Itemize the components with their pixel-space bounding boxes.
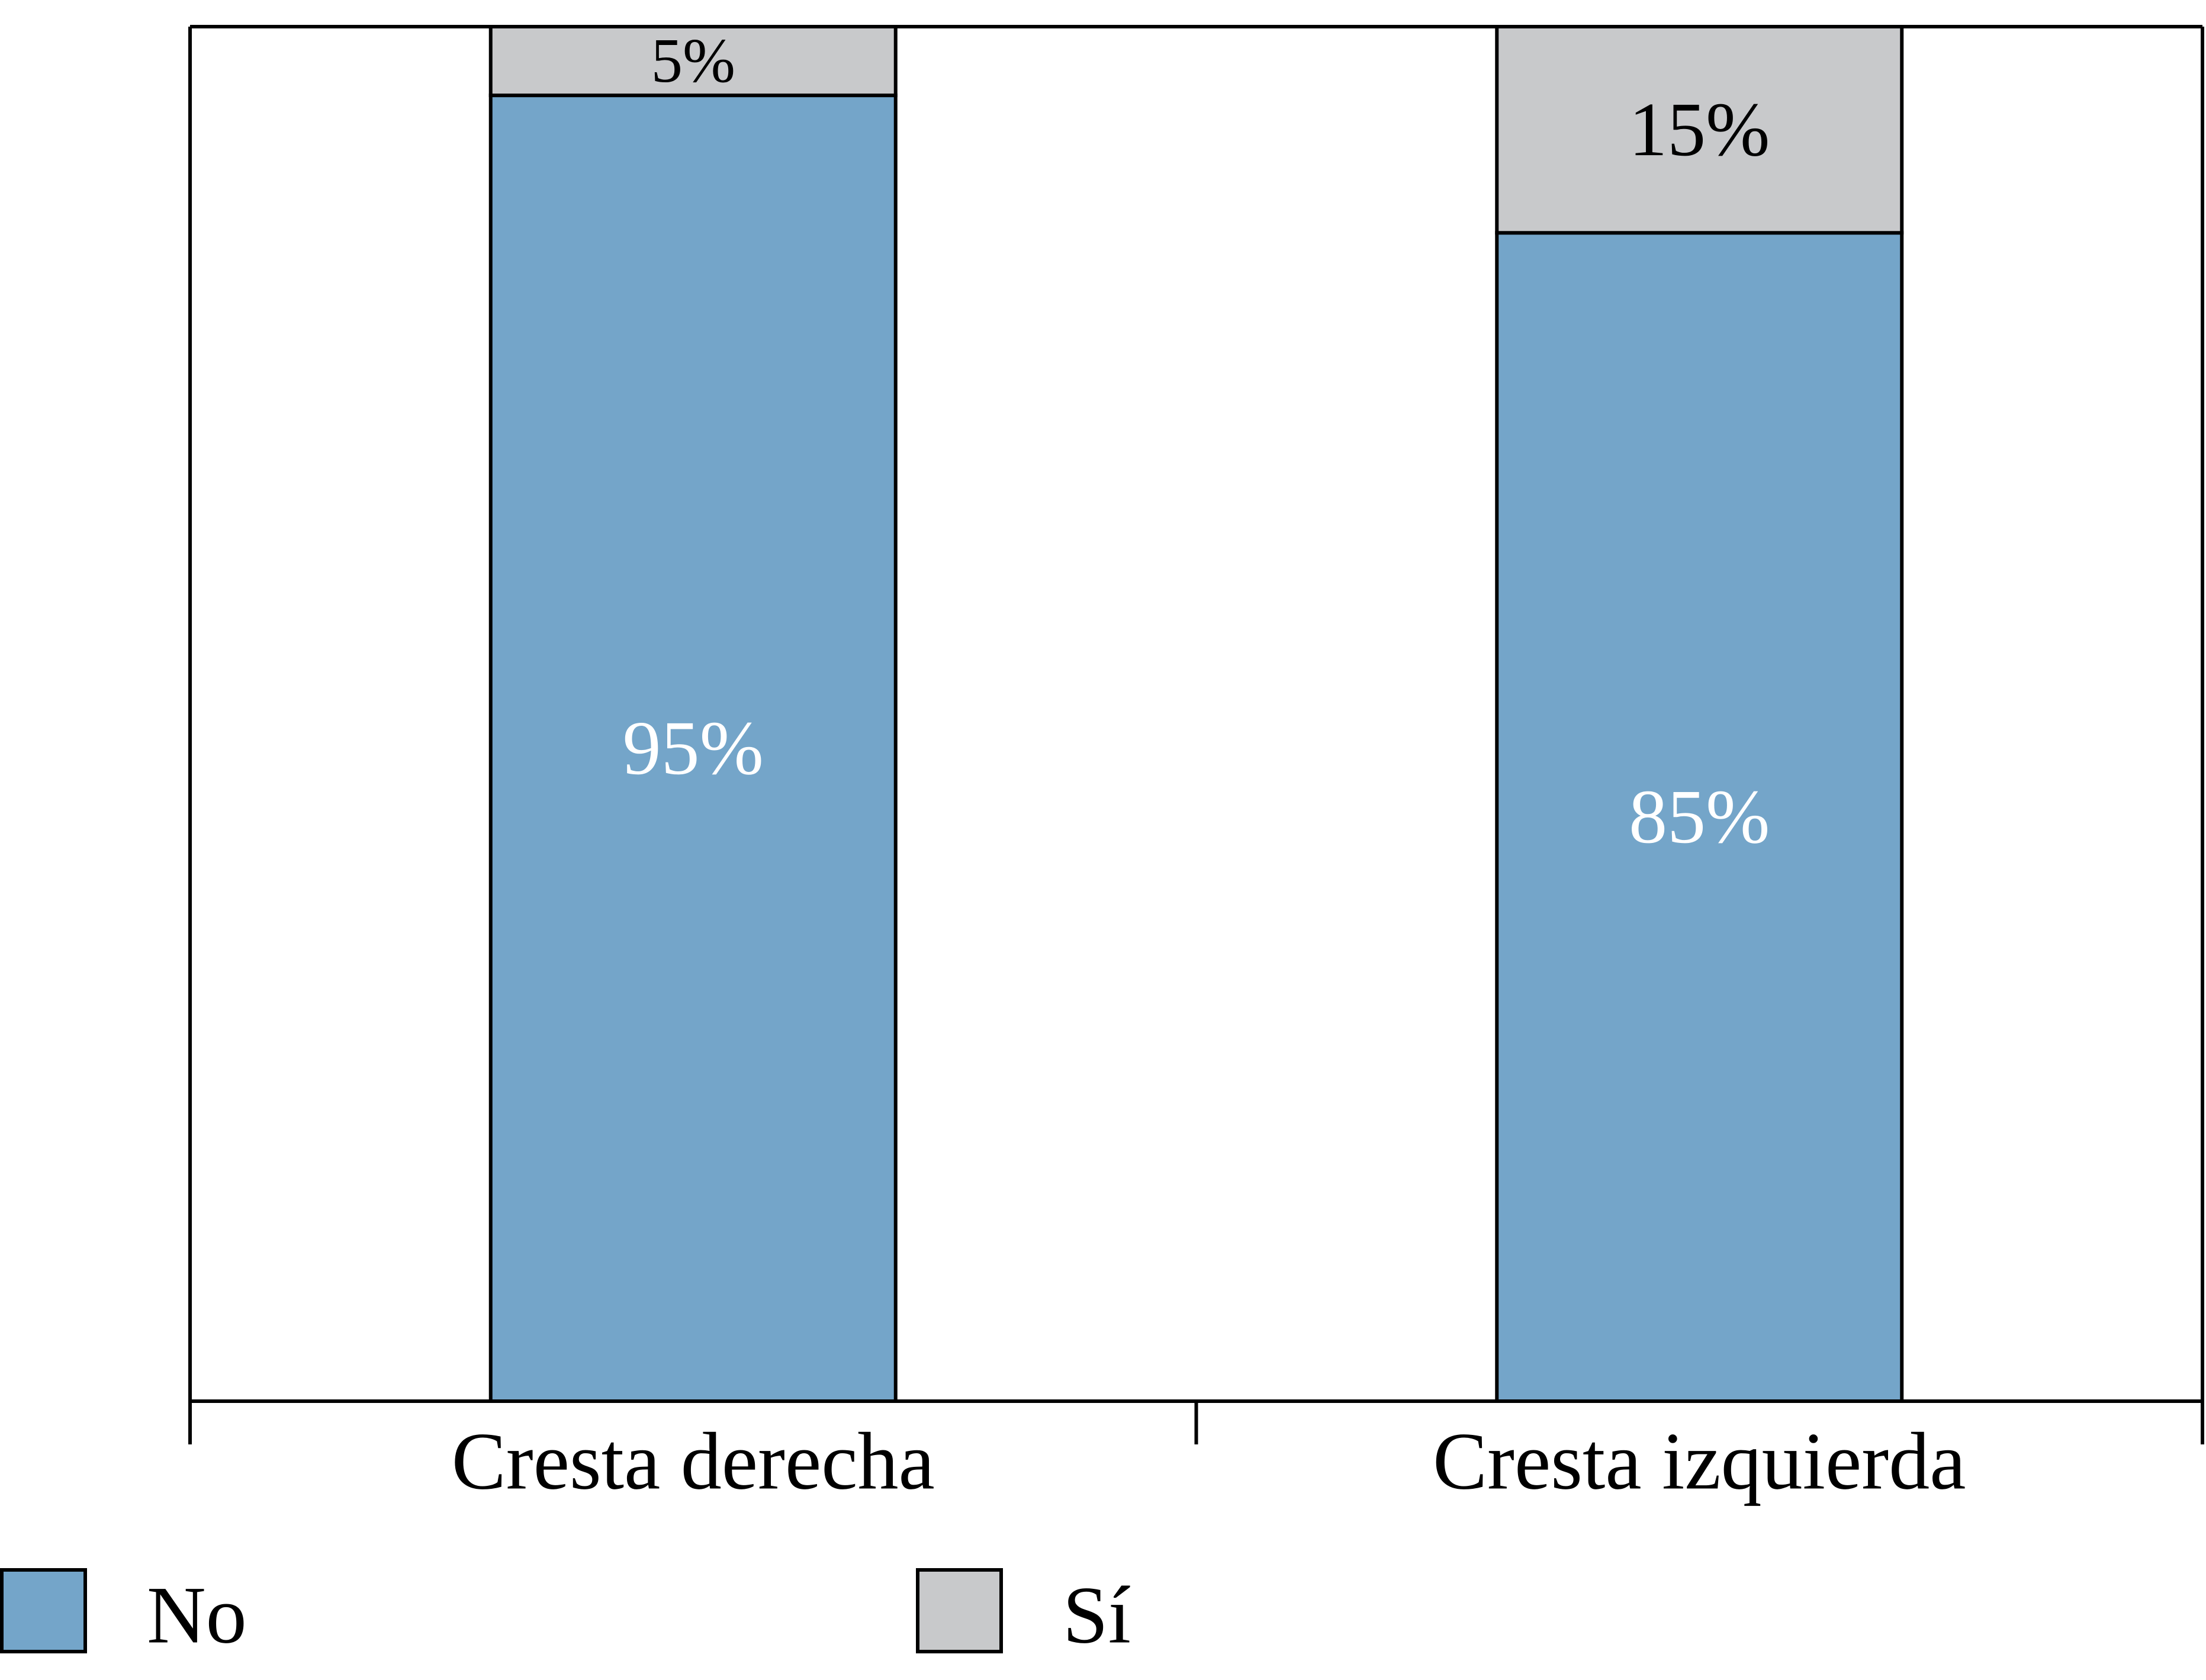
bar-segment-s-1 [488,25,898,98]
bars-layer: 95% 5% 85% 15% [488,25,1904,1403]
legend-label: Sí [1063,1570,1131,1660]
x-axis-ticks: Cresta derecha Cresta izquierda [188,1401,2204,1507]
legend-swatch-no [0,1568,87,1653]
data-label: 5% [651,26,735,96]
data-label: 15% [1629,87,1770,172]
bar-segment-no-1 [488,94,898,1403]
data-label: 85% [1629,774,1770,860]
data-label: 95% [623,706,764,791]
x-tick-label: Cresta derecha [452,1416,935,1507]
bar-segment-s-2 [1495,25,1904,235]
legend-label: No [147,1570,247,1660]
legend: No Sí [0,1568,1131,1660]
x-tick-label: Cresta izquierda [1433,1416,1966,1507]
legend-swatch-s [916,1568,1003,1653]
